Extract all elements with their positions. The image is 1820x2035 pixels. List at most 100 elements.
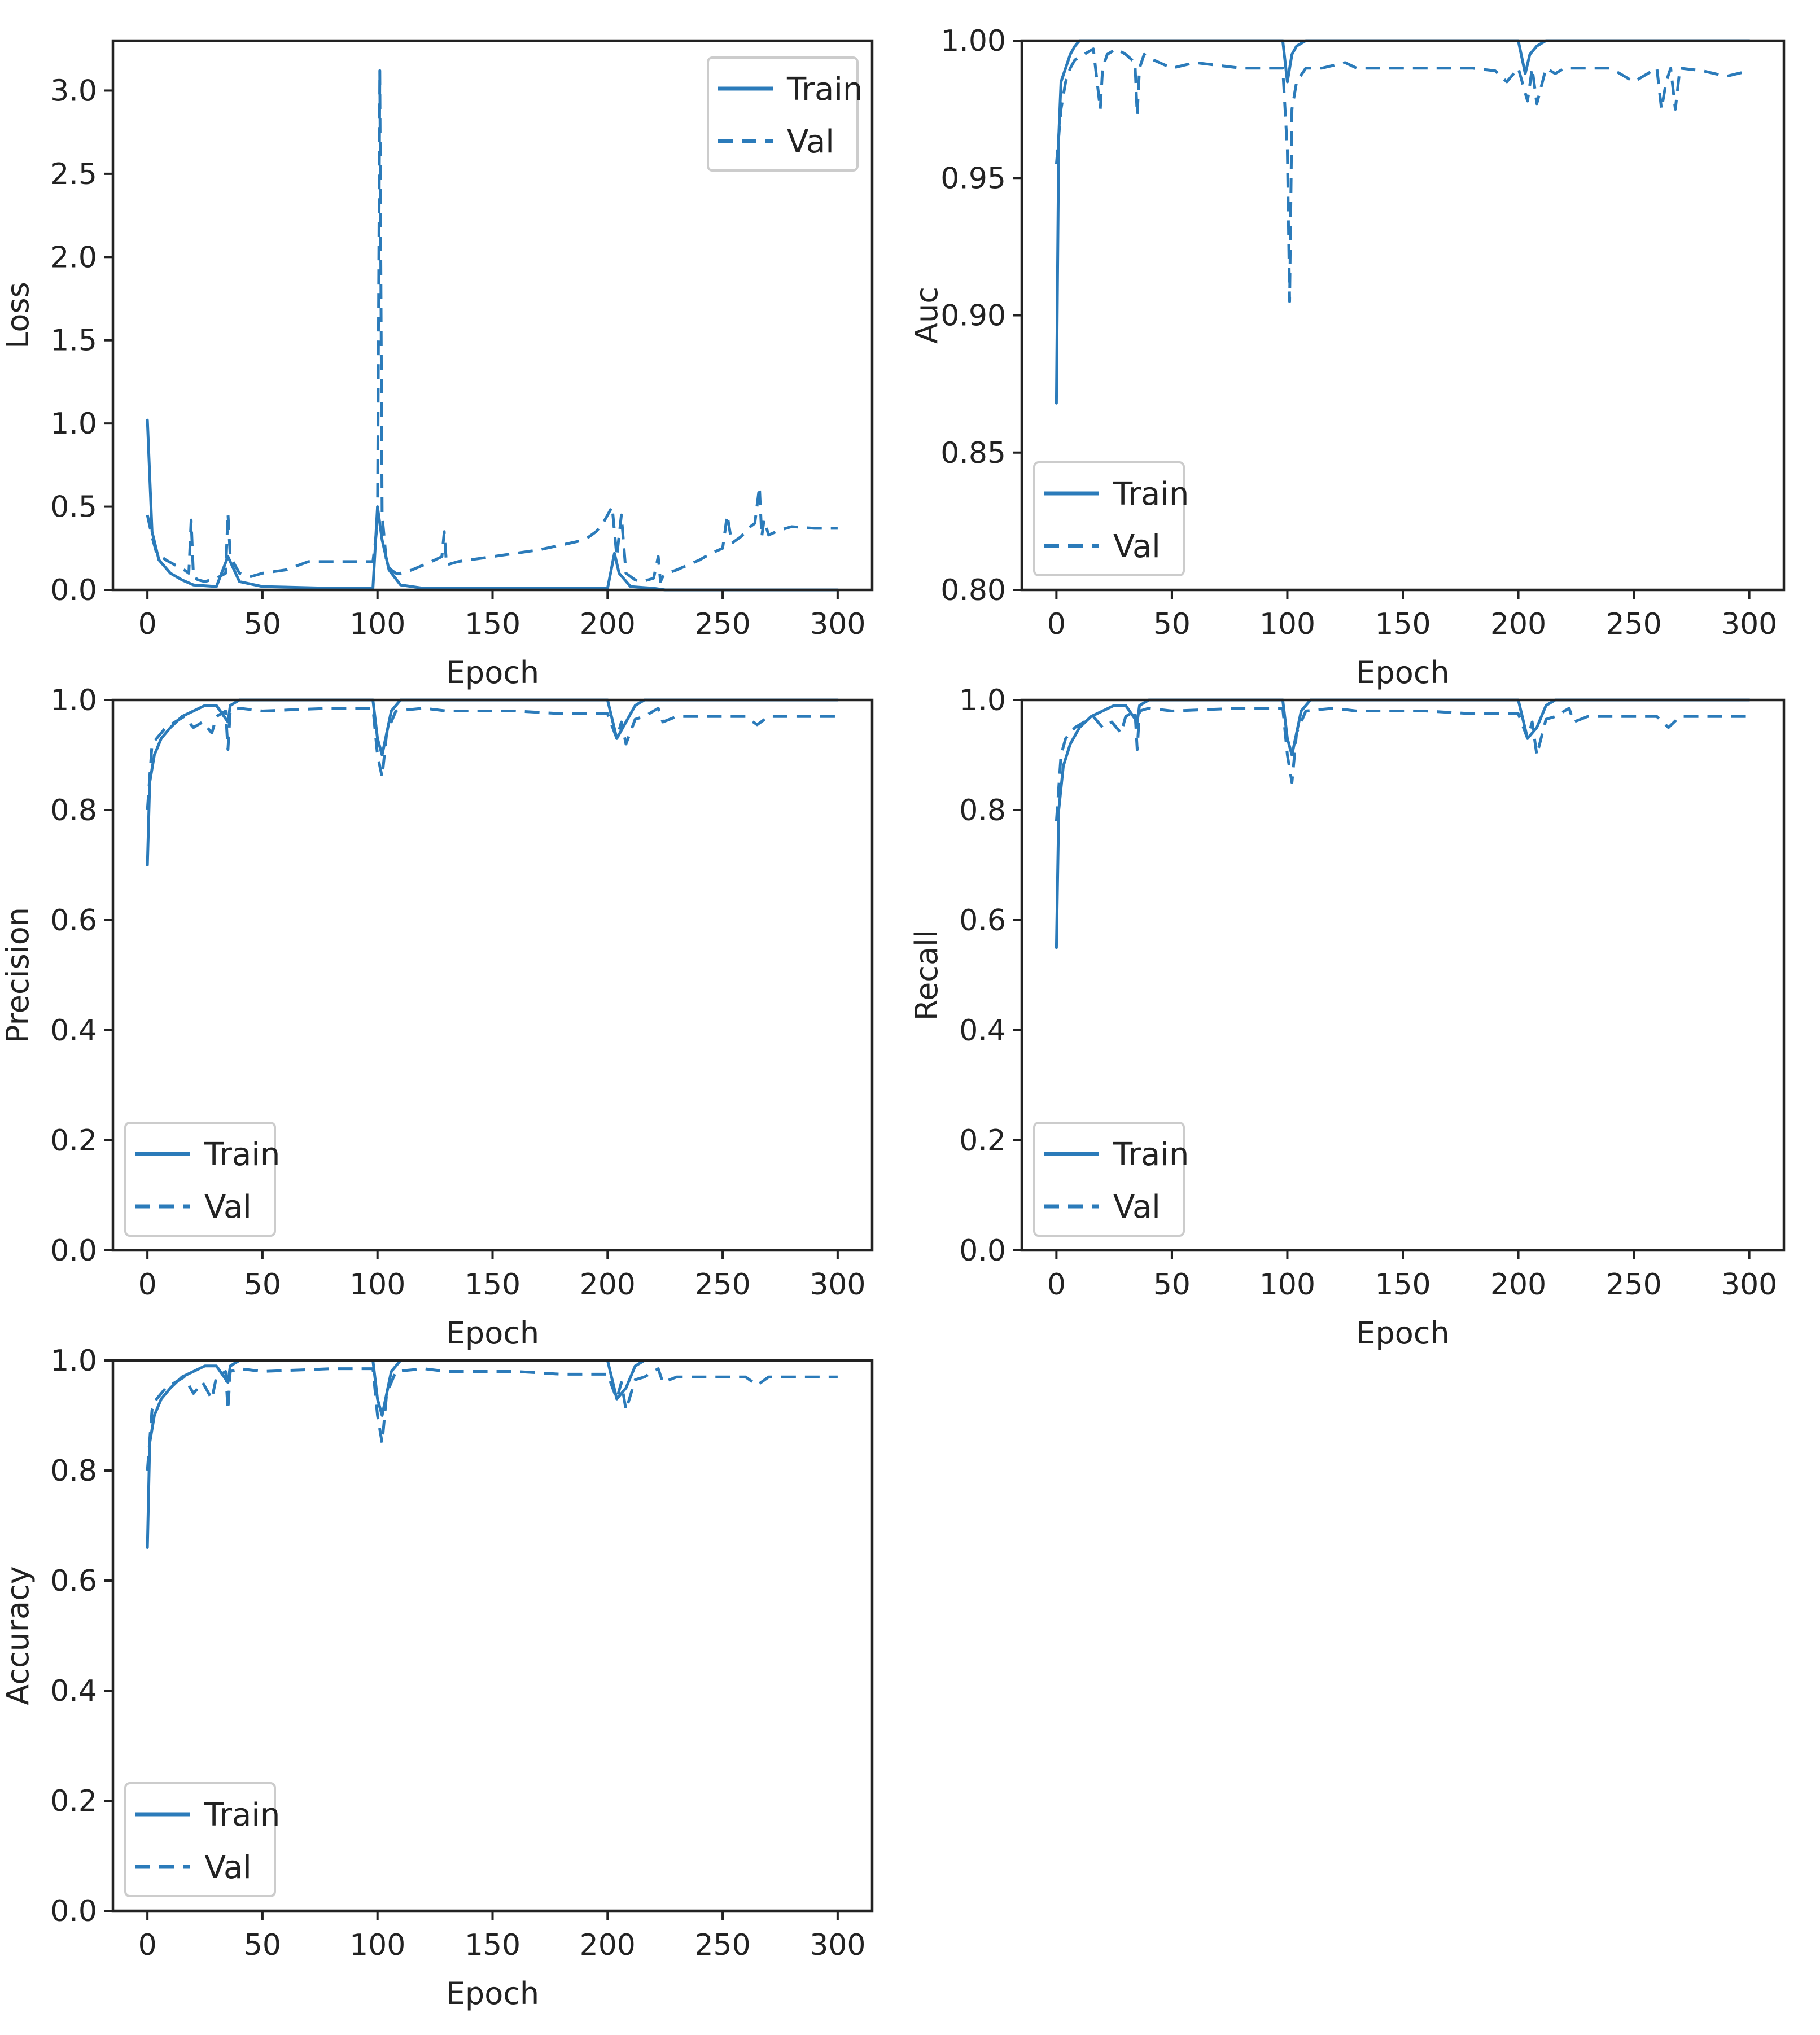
accuracy-y-tick-label: 0.2 [50,1784,97,1818]
auc-y-tick-label: 1.00 [940,24,1006,58]
accuracy-y-tick-label: 0.6 [50,1564,97,1598]
precision-y-tick-label: 0.6 [50,904,97,938]
recall-y-tick-label: 0.0 [959,1234,1006,1268]
accuracy-legend-label-train: Train [204,1797,280,1833]
precision-y-axis-title: Precision [0,907,36,1043]
precision-x-tick-label: 250 [694,1268,750,1302]
accuracy-y-tick-label: 1.0 [50,1344,97,1378]
recall-series-val-line [1055,707,1749,821]
loss-x-tick-label: 100 [349,607,405,641]
auc-y-tick-label: 0.85 [940,436,1006,470]
recall-y-tick-label: 0.4 [959,1014,1006,1048]
precision-x-tick-label: 50 [244,1268,281,1302]
auc-x-tick-label: 200 [1490,607,1546,641]
auc-x-tick-label: 300 [1721,607,1777,641]
auc-series-train-line [1055,39,1751,405]
loss-y-axis-title: Loss [0,282,36,348]
precision-x-axis-title: Epoch [446,1315,539,1351]
auc-x-tick-label: 0 [1047,607,1066,641]
loss-y-tick-label: 0.5 [50,491,97,524]
loss-x-tick-label: 300 [810,607,865,641]
recall-y-tick-label: 0.8 [959,794,1006,828]
recall-x-tick-label: 0 [1047,1268,1066,1302]
accuracy-y-tick-label: 0.0 [50,1894,97,1928]
loss-legend-label-train: Train [786,71,863,108]
recall-y-tick-label: 1.0 [959,684,1006,717]
auc-y-axis-title: Auc [909,287,944,344]
loss-x-tick-label: 200 [580,607,636,641]
loss-x-tick-label: 250 [694,607,750,641]
precision-legend-label-train: Train [204,1136,280,1173]
recall-legend-label-val: Val [1113,1189,1161,1226]
loss-y-tick-label: 0.0 [50,574,97,607]
accuracy-y-tick-label: 0.8 [50,1454,97,1488]
recall-x-tick-label: 250 [1605,1268,1661,1302]
precision-x-tick-label: 300 [810,1268,865,1302]
precision-x-tick-label: 200 [580,1268,636,1302]
chart-precision: 0 50 100 150 200 250 300 0.0 0.2 0.4 0.6 0.8 1.0 Epoc… [0,684,874,1351]
recall-y-tick-label: 0.6 [959,904,1006,938]
recall-y-tick-label: 0.2 [959,1124,1006,1158]
auc-x-tick-label: 50 [1153,607,1191,641]
recall-x-tick-label: 150 [1375,1268,1430,1302]
loss-series-train-line [146,418,839,592]
loss-x-tick-label: 0 [138,607,157,641]
accuracy-y-tick-label: 0.4 [50,1674,97,1708]
loss-y-tick-label: 1.5 [50,324,97,358]
recall-legend-label-train: Train [1113,1136,1189,1173]
precision-y-tick-label: 0.2 [50,1124,97,1158]
loss-y-tick-label: 3.0 [50,74,97,108]
loss-x-tick-label: 150 [465,607,520,641]
precision-y-tick-label: 1.0 [50,684,97,717]
chart-accuracy: 0 50 100 150 200 250 300 0.0 0.2 0.4 0.6 0.8 1.0 Epoc… [0,1344,874,2011]
accuracy-x-tick-label: 250 [694,1928,750,1962]
auc-series-val-line [1055,47,1750,303]
auc-x-tick-label: 100 [1259,607,1315,641]
precision-legend: Train Val [124,1122,280,1237]
precision-x-tick-label: 0 [138,1268,157,1302]
auc-legend: Train Val [1033,461,1189,576]
precision-x-tick-label: 100 [349,1268,405,1302]
recall-y-axis-title: Recall [909,930,944,1021]
auc-legend-label-val: Val [1113,528,1161,565]
precision-y-tick-label: 0.4 [50,1014,97,1048]
accuracy-x-tick-label: 200 [580,1928,636,1962]
recall-x-axis-title: Epoch [1356,1315,1449,1351]
auc-y-tick-label: 0.95 [940,161,1006,195]
precision-series-val-line [146,707,838,811]
accuracy-x-axis-title: Epoch [446,1976,539,2011]
chart-auc: 0 50 100 150 200 250 300 0.80 0.85 0.90 0.95 1.00 Ep… [909,24,1786,690]
auc-y-tick-label: 0.80 [940,574,1006,607]
auc-x-tick-label: 250 [1605,607,1661,641]
loss-y-tick-label: 2.0 [50,240,97,274]
auc-y-tick-label: 0.90 [940,299,1006,333]
accuracy-legend: Train Val [124,1782,280,1897]
chart-recall: 0 50 100 150 200 250 300 0.0 0.2 0.4 0.6 0.8 1.0 Epoc… [909,684,1786,1351]
loss-legend: Train Val [707,56,863,172]
auc-x-axis-title: Epoch [1356,655,1449,690]
precision-y-tick-label: 0.8 [50,794,97,828]
recall-legend: Train Val [1033,1122,1189,1237]
accuracy-x-tick-label: 150 [465,1928,520,1962]
recall-x-tick-label: 200 [1490,1268,1546,1302]
recall-x-tick-label: 100 [1259,1268,1315,1302]
accuracy-x-tick-label: 50 [244,1928,281,1962]
accuracy-x-tick-label: 0 [138,1928,157,1962]
auc-legend-label-train: Train [1113,476,1189,513]
chart-loss: 0 50 100 150 200 250 300 0.0 0.5 1.0 1.5 2.0 2.5 3.0 E… [0,39,874,690]
precision-x-tick-label: 150 [465,1268,520,1302]
recall-x-tick-label: 300 [1721,1268,1777,1302]
accuracy-x-tick-label: 100 [349,1928,405,1962]
loss-y-tick-label: 2.5 [50,157,97,191]
accuracy-legend-label-val: Val [204,1849,252,1886]
accuracy-x-tick-label: 300 [810,1928,865,1962]
loss-x-axis-title: Epoch [446,655,539,690]
loss-x-tick-label: 50 [244,607,281,641]
loss-legend-label-val: Val [787,124,834,160]
accuracy-y-axis-title: Accuracy [0,1566,36,1705]
precision-legend-label-val: Val [204,1189,252,1226]
loss-y-tick-label: 1.0 [50,407,97,441]
recall-x-tick-label: 50 [1153,1268,1191,1302]
